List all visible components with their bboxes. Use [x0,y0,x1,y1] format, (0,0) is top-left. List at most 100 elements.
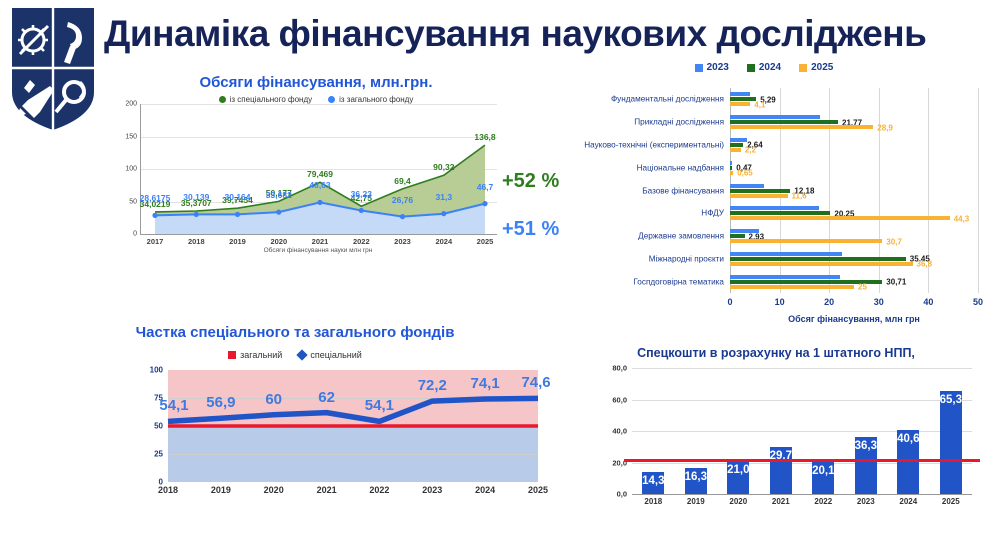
x-tick-label: 2025 [527,485,549,495]
legend-swatch-2024 [746,63,755,72]
bar-value-label: 14,3 [642,474,665,487]
legend-item-special-fund: спеціальний [296,349,362,361]
gridline-y [632,368,972,369]
data-point [152,212,158,218]
bar-2023 [730,115,821,120]
data-point [193,211,199,218]
annotation-special-growth: +52 % [502,170,560,192]
plot-area-special-funds-per-staff: 0,0 20,0 40,0 60,0 80,0 2018 14,3 2019 16,3 2020 2… [612,364,980,506]
funding-volumes-svg [152,144,488,234]
bar-2025 [730,261,913,266]
legend-swatch-red [228,351,237,359]
x-tick-label: 2022 [369,485,390,495]
legend-funding-by-category: 2023 2024 2025 [530,62,998,73]
line-special [154,144,486,213]
data-label: 50,177 [265,188,292,199]
bar-2024 [730,279,883,284]
bar-2023 [730,92,750,97]
annotation-general-growth: +51 % [502,218,560,240]
legend-swatch-2023 [694,63,703,72]
data-label: 79,469 [307,169,333,180]
x-tick-label: 2024 [475,485,496,495]
plot-area-funding-volumes: 0 50 100 150 200 2017 2018 2019 2020 2021 2022 2023… [125,101,497,246]
bar-2019 [684,468,707,494]
legend-label-2023: 2023 [706,62,729,73]
data-label: 42,75 [350,193,372,204]
bar-2024 [730,97,757,102]
data-label: 74,1 [470,375,500,392]
axis-title-funding-by-category: Обсяг фінансування, млн грн [788,314,920,324]
gridline-y [141,169,497,170]
bar-category-label: Фундаментальні дослідження [610,94,724,104]
y-tick-label: 0,0 [616,489,627,499]
bar-value-label: 0,65 [737,168,753,178]
data-point [234,211,241,217]
data-label: 136,8 [474,132,496,143]
data-label: 56,9 [206,394,236,412]
bar-category-label: Базове фінансування [642,186,724,195]
bar-value-label: 16,3 [684,471,707,484]
bar-value-label: 0,47 [736,163,752,173]
chart-title-special-funds-per-staff: Спецкошти в розрахунку на 1 штатного НПП… [637,346,915,360]
gridline-x [878,88,880,293]
bar-2025 [730,239,883,244]
data-label: 35,3707 [180,198,212,208]
bar-2024 [730,142,744,147]
x-tick-label: 2020 [729,497,748,506]
bar-2024 [730,211,831,216]
data-point [399,214,406,220]
x-tick-label: 20 [824,297,835,307]
legend-item-2025: 2025 [799,62,833,73]
bar-value-label: 11,6 [791,191,807,201]
data-point [358,207,364,214]
bar-value-label: 28,9 [877,123,893,133]
x-tick-label: 2023 [394,237,411,246]
bar-category-label: Науково-технічні (експериментальні) [584,140,724,150]
bar-value-label: 4,1 [754,100,766,110]
y-tick-label: 40,0 [612,426,627,436]
bar-2023 [854,436,877,494]
legend-item-2023: 2023 [694,62,729,73]
bar-category-label: Національне надбання [636,163,724,173]
bar-category-label: Госпдоговірна тематика [633,277,724,287]
bar-2023 [730,206,820,211]
plot-area-funding-by-category: 0 10 20 30 40 50 Фундаментальні дослідження 5,2… [584,88,983,307]
gridline-y [141,136,497,138]
y-tick-label: 25 [154,449,163,459]
x-tick-label: 2017 [146,237,164,246]
bar-value-label: 20,25 [834,209,855,219]
bar-2024 [897,430,920,494]
legend-label-special: із спеціального фонду [229,95,313,104]
bar-2025 [730,170,734,175]
x-tick-label: 2021 [316,485,337,495]
chart-fund-share: Частка спеціального та загального фондів… [60,324,551,538]
chart-title-funding-volumes: Обсяги фінансування, млн.грн. [199,74,433,91]
bar-2025 [730,147,741,152]
data-label: 26,76 [391,194,414,205]
x-tick-label: 2022 [352,237,370,246]
x-tick-label: 2023 [422,485,443,495]
y-tick-label: 100 [125,165,137,173]
bar-value-label: 2,2 [744,145,757,155]
bar-2023 [730,251,842,256]
y-tick-label: 200 [125,100,137,108]
bar-value-label: 12,18 [794,186,815,196]
gridline-y [632,462,972,464]
bar-2024 [730,165,733,170]
x-tick-label: 0 [727,297,733,307]
gridline-x [928,88,930,293]
legend-label-2024: 2024 [758,62,782,73]
legend-dot-blue [328,96,336,103]
data-label: 33,682 [265,190,292,201]
bar-2023 [730,137,748,142]
bar-2025 [730,125,874,130]
bar-2023 [730,160,732,165]
bar-2025 [939,391,962,494]
data-label: 28,6175 [139,193,171,204]
bar-value-label: 30,7 [886,237,902,247]
university-shield-logo [8,4,98,134]
gridline-y [632,399,972,401]
bar-value-label: 36,3 [854,439,877,452]
x-tick-label: 2024 [435,237,453,246]
y-tick-label: 60,0 [612,395,627,404]
